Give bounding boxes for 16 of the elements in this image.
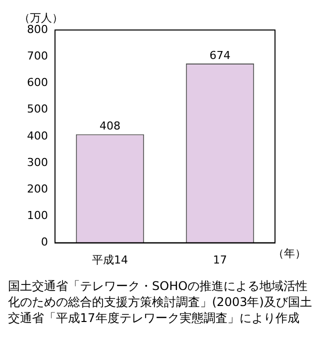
y-tick-label: 200 <box>26 182 48 196</box>
data-label: 674 <box>210 48 230 62</box>
y-tick-label: 400 <box>26 129 48 142</box>
y-tick-label: 700 <box>26 49 48 62</box>
y-tick-label: 100 <box>26 209 48 222</box>
x-axis-title: （年） <box>273 247 306 260</box>
text: 国土交通省「テレワーク・SOHOの推進による地域活性化のための総合的支援方策検討調査」(2003年)及び国土交通省「平成17年度テレワーク実態調査」により作成 <box>8 278 313 326</box>
x-tick-label: 平成14 <box>92 253 128 266</box>
y-tick-label: 500 <box>26 102 48 116</box>
y-tick-label: 0 <box>40 236 48 249</box>
y-axis-title: （万人） <box>18 11 63 24</box>
x-tick-label: 17 <box>213 253 227 266</box>
y-tick-label: 800 <box>26 22 48 36</box>
y-tick-label: 300 <box>26 156 48 169</box>
data-label: 408 <box>99 120 120 133</box>
y-tick-label: 600 <box>26 76 48 90</box>
